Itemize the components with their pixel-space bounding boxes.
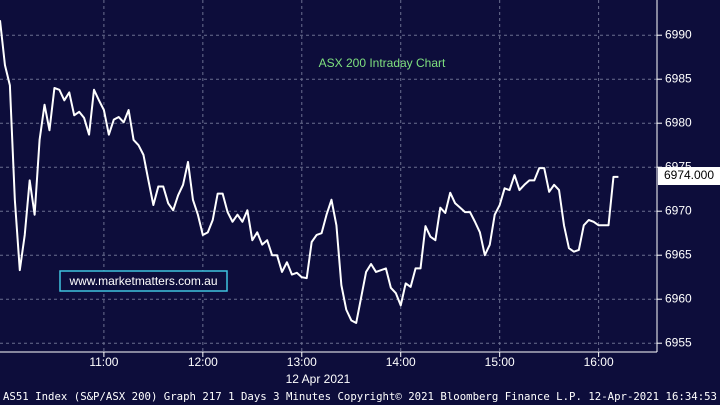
date-label: 12 Apr 2021: [286, 372, 351, 386]
x-tick-label: 12:00: [188, 355, 218, 369]
y-tick-label: 6980: [665, 115, 692, 129]
x-tick-label: 11:00: [89, 355, 118, 369]
y-tick-label: 6965: [665, 247, 692, 261]
x-tick-label: 13:00: [287, 355, 317, 369]
x-tick-label: 14:00: [386, 355, 416, 369]
last-price-tag: [658, 167, 720, 185]
grid: [0, 0, 657, 352]
y-tick-label: 6985: [665, 71, 692, 85]
last-price-label: 6974.000: [664, 168, 714, 182]
plot: [0, 20, 619, 324]
y-tick-label: 6960: [665, 291, 692, 305]
y-tick-label: 6990: [665, 27, 692, 41]
footer: AS51 Index (S&P/ASX 200) Graph 217 1 Day…: [3, 390, 717, 403]
y-tick-label: 6970: [665, 203, 692, 217]
price-line: [0, 20, 619, 324]
x-tick-label: 16:00: [584, 355, 614, 369]
chart-title: ASX 200 Intraday Chart: [319, 56, 446, 70]
y-tick-label: 6955: [665, 335, 692, 349]
x-tick-label: 15:00: [485, 355, 515, 369]
watermark-box: [59, 270, 228, 292]
watermark: www.marketmatters.com.au: [68, 274, 217, 288]
